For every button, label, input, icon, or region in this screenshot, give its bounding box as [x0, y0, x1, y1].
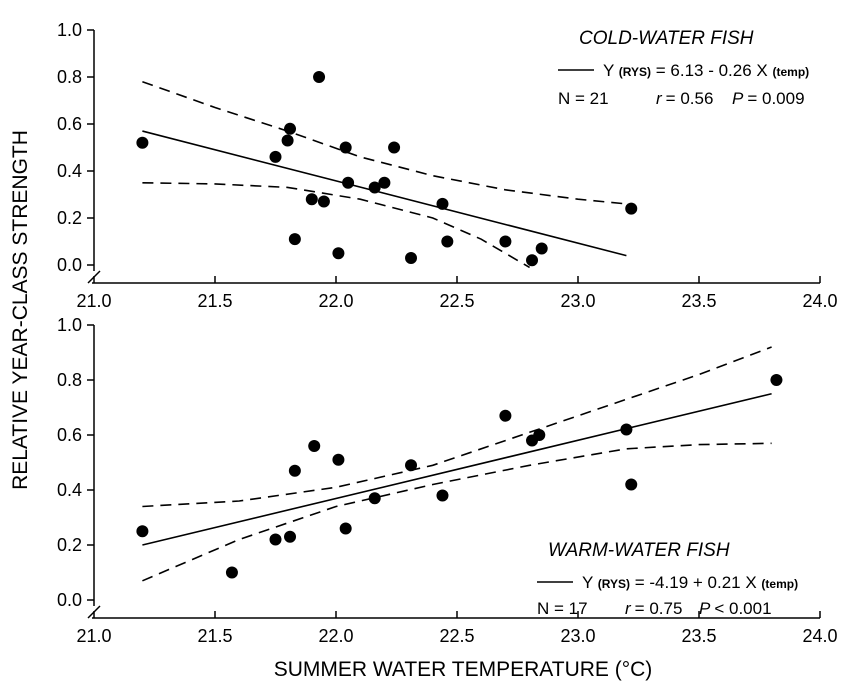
warm-water-data-point [625, 478, 638, 491]
warm-water-x-tick-label: 24.0 [802, 626, 837, 646]
cold-water-stats: N = 21 r = 0.56 P = 0.009 [558, 89, 805, 108]
cold-water-data-point [625, 202, 638, 215]
warm-water-panel: WARM-WATER FISH Y (RYS) = -4.19 + 0.21 X… [57, 315, 838, 646]
cold-water-data-point [339, 141, 352, 154]
warm-water-x-tick-label: 23.5 [681, 626, 716, 646]
cold-water-data-point [388, 141, 401, 154]
cold-water-x-tick-label: 22.5 [439, 291, 474, 311]
cold-water-ci-upper-line [142, 80, 627, 205]
cold-water-data-point [535, 242, 548, 255]
cold-water-y-tick-label: 0.6 [57, 114, 82, 134]
cold-water-regression-line [142, 130, 627, 257]
y-axis-label: RELATIVE YEAR-CLASS STRENGTH [9, 130, 32, 490]
warm-water-legend: WARM-WATER FISH Y (RYS) = -4.19 + 0.21 X… [537, 540, 798, 618]
warm-water-y-tick-label: 0.8 [57, 370, 82, 390]
warm-water-data-point [499, 409, 512, 422]
warm-water-ci-lower-line [142, 442, 772, 582]
cold-water-x-tick-label: 23.0 [560, 291, 595, 311]
cold-water-equation: Y (RYS) = 6.13 - 0.26 X (temp) [603, 61, 809, 80]
warm-water-data-point [225, 566, 238, 579]
cold-water-data-point [332, 247, 345, 260]
cold-water-data-point [313, 71, 326, 83]
warm-water-y-tick-label: 1.0 [57, 315, 82, 335]
cold-water-x-tick-label: 22.0 [318, 291, 353, 311]
warm-water-title: WARM-WATER FISH [548, 540, 730, 561]
cold-water-data-point [305, 193, 318, 206]
warm-water-data-point [620, 423, 633, 436]
cold-water-data-point [317, 195, 330, 208]
cold-water-data-point [378, 176, 391, 189]
warm-water-data-point [284, 530, 297, 543]
warm-water-x-tick-label: 22.5 [439, 626, 474, 646]
warm-water-regression-line [142, 392, 772, 546]
cold-water-x-tick-label: 21.0 [76, 291, 111, 311]
cold-water-data-point [281, 134, 294, 147]
warm-water-data-point [405, 459, 418, 472]
cold-water-title: COLD-WATER FISH [579, 28, 754, 49]
warm-water-x-tick-label: 23.0 [560, 626, 595, 646]
cold-water-ci-lower-line [142, 182, 531, 269]
cold-water-y-tick-label: 0.2 [57, 208, 82, 228]
cold-water-data-point [405, 251, 418, 264]
cold-water-y-tick-label: 0.0 [57, 255, 82, 275]
cold-water-y-tick-label: 0.8 [57, 67, 82, 87]
cold-water-panel: COLD-WATER FISH Y (RYS) = 6.13 - 0.26 X … [57, 20, 838, 311]
warm-water-data-point [770, 374, 783, 386]
cold-water-data-point [288, 233, 301, 246]
warm-water-data-point [332, 453, 345, 466]
x-axis-label: SUMMER WATER TEMPERATURE (°C) [274, 658, 653, 681]
warm-water-y-tick-label: 0.0 [57, 590, 82, 610]
cold-water-x-tick-label: 23.5 [681, 291, 716, 311]
warm-water-x-tick-label: 21.0 [76, 626, 111, 646]
warm-water-data-point [339, 522, 352, 535]
warm-water-x-tick-label: 21.5 [197, 626, 232, 646]
cold-water-y-tick-label: 0.4 [57, 161, 82, 181]
cold-water-data-point [269, 150, 282, 163]
cold-water-data-point [284, 122, 297, 135]
warm-water-equation: Y (RYS) = -4.19 + 0.21 X (temp) [582, 573, 798, 592]
warm-water-data-point [436, 489, 449, 502]
cold-water-data-point [526, 254, 539, 267]
warm-water-y-tick-label: 0.2 [57, 535, 82, 555]
warm-water-ci-upper-line [142, 346, 772, 508]
warm-water-data-point [288, 464, 301, 477]
cold-water-data-point [499, 235, 512, 248]
cold-water-y-tick-label: 1.0 [57, 20, 82, 40]
cold-water-data-point [368, 181, 381, 194]
cold-water-data-point [441, 235, 454, 248]
cold-water-data-point [342, 176, 355, 189]
warm-water-stats: N = 17 r = 0.75 P < 0.001 [537, 599, 772, 618]
warm-water-data-point [269, 533, 282, 546]
cold-water-legend: COLD-WATER FISH Y (RYS) = 6.13 - 0.26 X … [558, 28, 809, 108]
cold-water-data-point [436, 197, 449, 210]
warm-water-data-point [136, 525, 149, 538]
cold-water-data-point [136, 136, 149, 149]
warm-water-y-tick-label: 0.4 [57, 480, 82, 500]
cold-water-x-tick-label: 24.0 [802, 291, 837, 311]
warm-water-y-tick-label: 0.6 [57, 425, 82, 445]
warm-water-data-point [533, 429, 546, 441]
warm-water-data-point [308, 440, 321, 452]
warm-water-data-point [368, 492, 381, 505]
cold-water-x-tick-label: 21.5 [197, 291, 232, 311]
warm-water-x-tick-label: 22.0 [318, 626, 353, 646]
